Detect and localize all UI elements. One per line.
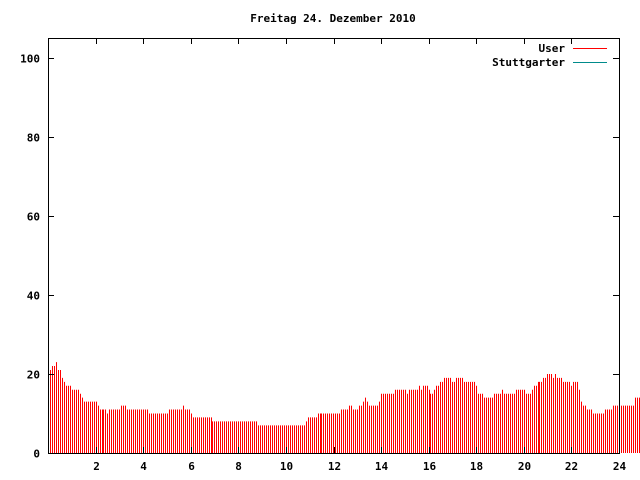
y-tick-label: 60 [27,211,40,224]
x-tick-label: 12 [328,460,341,473]
x-tick-label: 2 [93,460,100,473]
chart-title: Freitag 24. Dezember 2010 [250,12,416,25]
legend: User Stuttgarter [492,42,607,69]
y-tick-label: 100 [20,53,40,66]
plot-frame [48,38,620,454]
legend-label-stuttgarter: Stuttgarter [492,56,565,69]
bar-series-user [50,362,640,453]
y-tick-label: 80 [27,132,40,145]
x-tick-label: 14 [375,460,389,473]
legend-label-user: User [539,42,566,55]
x-tick-label: 22 [565,460,578,473]
x-tick-label: 18 [470,460,483,473]
y-tick-label: 20 [27,369,40,382]
x-tick-label: 8 [235,460,242,473]
x-tick-label: 16 [423,460,437,473]
x-tick-label: 24 [613,460,627,473]
y-tick-label: 40 [27,290,40,303]
x-tick-label: 4 [140,460,147,473]
x-tick-label: 10 [280,460,293,473]
x-tick-label: 20 [518,460,531,473]
x-tick-label: 6 [188,460,195,473]
y-tick-label: 0 [33,448,40,461]
